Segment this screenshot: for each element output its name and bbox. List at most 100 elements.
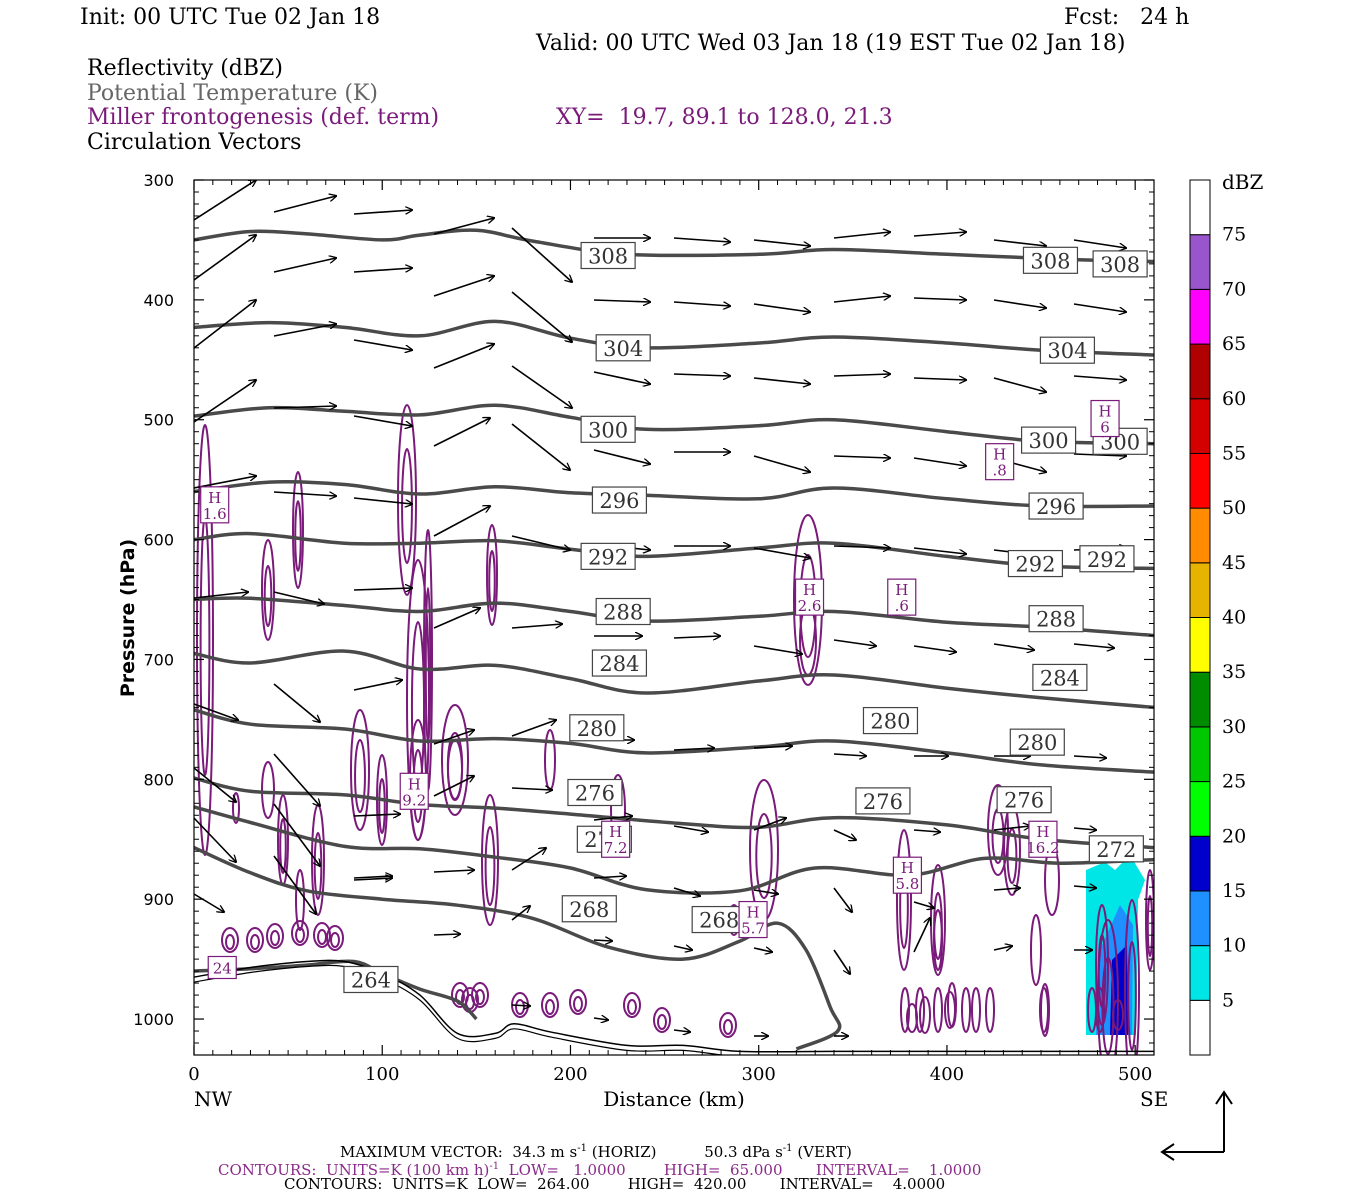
fronto-contour — [933, 909, 943, 971]
circulation-vector — [913, 298, 966, 300]
fronto-contour-inner — [1097, 934, 1107, 1008]
fronto-max-label: H7.2 — [601, 820, 631, 858]
colorbar-level-label: 50 — [1222, 497, 1246, 519]
theta-label-276: 276 — [855, 787, 911, 815]
fronto-contour — [261, 539, 275, 641]
fronto-contour-inner — [1146, 895, 1154, 957]
circulation-vector — [833, 949, 850, 974]
theta-label-text: 276 — [575, 782, 615, 806]
theta-280 — [194, 708, 1154, 774]
circulation-vector — [913, 232, 966, 237]
field-frontogenesis: Miller frontogenesis (def. term) — [87, 105, 440, 130]
circulation-vector — [511, 365, 572, 408]
circulation-vector — [433, 934, 460, 935]
theta-300 — [194, 403, 1154, 446]
fronto-strand — [985, 987, 995, 1033]
fronto-contour — [295, 869, 305, 931]
fronto-bump-inner — [573, 996, 583, 1012]
theta-label-264: 264 — [343, 965, 399, 994]
theta-label-text: 288 — [1036, 608, 1076, 632]
circulation-vector — [1073, 756, 1106, 758]
colorbar-level-label: 55 — [1222, 442, 1246, 464]
fronto-max-value: .8 — [992, 462, 1006, 480]
theta-label-box — [569, 714, 625, 742]
colorbar-swatch — [1189, 234, 1211, 290]
theta-label-text: 300 — [1029, 429, 1069, 453]
fronto-contour-inner — [991, 808, 1005, 864]
fronto-max-h: H — [901, 859, 914, 877]
theta-label-box — [1007, 549, 1064, 578]
colorbar-swatch — [1189, 945, 1211, 1001]
circulation-vector — [273, 196, 336, 213]
circulation-vector — [353, 339, 412, 350]
theta-label-292: 292 — [1079, 545, 1135, 573]
theta-label-text: 308 — [1030, 249, 1070, 273]
fronto-max-value: 6 — [1100, 419, 1110, 437]
colorbar-level-label: 25 — [1222, 771, 1246, 793]
circulation-vector — [194, 817, 236, 862]
terrain-line — [194, 959, 1154, 1053]
colorbar-swatch — [1189, 562, 1211, 618]
theta-label-text: 276 — [1004, 789, 1044, 813]
fronto-max-value: 24 — [213, 960, 232, 978]
fronto-max-h: H — [993, 446, 1006, 464]
theta-label-box — [691, 905, 747, 934]
theta-label-288: 288 — [1028, 605, 1084, 633]
circulation-vector — [1073, 239, 1126, 248]
x-axis-label: Distance (km) — [603, 1087, 745, 1111]
fronto-contour — [544, 729, 556, 791]
axes: 300 400 500 600 700 800 900 1000 0 100 200 300 400 50… — [133, 171, 1155, 1085]
circulation-vector — [593, 876, 626, 878]
y-tick-label: 700 — [143, 650, 174, 669]
theta-label-text: 288 — [603, 601, 643, 625]
theta-304 — [194, 319, 1154, 357]
circulation-vector — [273, 324, 336, 337]
circulation-vector — [673, 946, 692, 950]
x-tick-label: 300 — [742, 1064, 776, 1085]
dbz-colorbar: 5 10 15 20 25 30 35 40 45 50 55 60 65 70 75 — [1189, 179, 1246, 1056]
colorbar-swatch — [1189, 288, 1211, 345]
fronto-contour — [1112, 999, 1124, 1031]
circulation-vector — [673, 237, 730, 242]
fronto-bump — [291, 920, 309, 946]
theta-label-box — [343, 965, 399, 994]
fronto-max-value: 5.7 — [741, 920, 765, 938]
x-tick-label: 500 — [1118, 1064, 1152, 1085]
fronto-contour — [232, 792, 240, 824]
fronto-bump — [221, 927, 239, 953]
circulation-vector — [194, 893, 224, 912]
fronto-strand — [933, 987, 943, 1033]
theta-label-300: 300 — [580, 415, 636, 443]
fronto-max-label: H9.2 — [399, 772, 429, 810]
colorbar-swatch — [1189, 343, 1211, 400]
fronto-bump-inner — [545, 999, 555, 1015]
circulation-vector — [673, 748, 714, 750]
circulation-vector — [511, 848, 546, 871]
field-potential-temperature: Potential Temperature (K) — [87, 81, 378, 106]
theta-label-text: 304 — [1047, 339, 1087, 363]
fronto-contour-inner — [1006, 828, 1018, 884]
circulation-vector — [433, 730, 474, 745]
terrain-line-lower — [194, 964, 728, 1055]
fronto-contour-inner — [199, 516, 211, 776]
fronto-contour-inner — [488, 550, 496, 612]
colorbar-swatch — [1189, 617, 1211, 673]
circulation-vector — [993, 377, 1046, 392]
circulation-vector — [194, 380, 256, 423]
fronto-max-box — [601, 820, 631, 858]
circulation-vector — [833, 639, 876, 646]
y-axis-label: Pressure (hPa) — [117, 539, 139, 697]
circulation-vector — [993, 888, 1020, 890]
colorbar-level-label: 35 — [1222, 661, 1246, 683]
fronto-contour-inner — [263, 565, 273, 627]
fronto-bump — [246, 927, 264, 953]
theta-label-box — [1032, 663, 1088, 692]
y-tick-label: 500 — [143, 411, 174, 430]
fronto-bump-inner — [475, 989, 485, 1005]
circulation-vector — [433, 344, 494, 369]
circulation-vector — [753, 239, 810, 246]
circulation-vector — [833, 232, 890, 239]
fronto-max-box — [794, 578, 825, 616]
circulation-vector — [273, 591, 324, 604]
